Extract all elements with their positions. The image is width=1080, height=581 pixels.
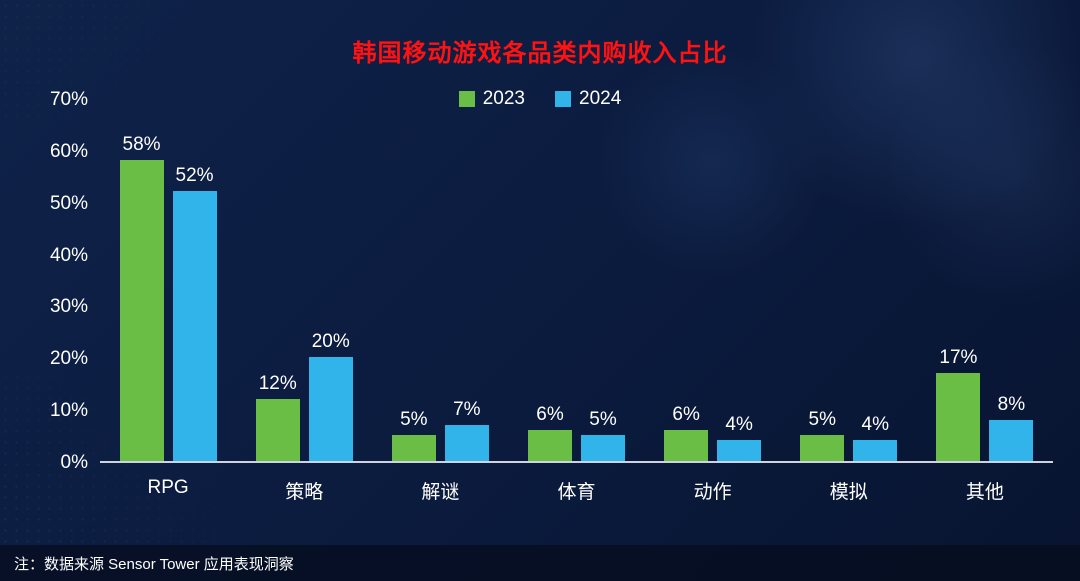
x-axis-labels: RPG 策略 解谜 体育 动作 模拟 其他	[100, 463, 1053, 504]
bar-column-2023-RPG: 58%	[119, 134, 164, 461]
bar-value-label: 17%	[939, 346, 978, 368]
bar-column-2024-解谜: 7%	[444, 398, 489, 461]
legend-swatch-2023	[458, 91, 475, 107]
bar-column-2024-体育: 5%	[580, 409, 625, 461]
bar-value-label: 52%	[175, 165, 214, 187]
bar-group-策略: 12% 20%	[236, 331, 372, 461]
chart-area: 0% 10% 20% 30% 40% 50% 60% 70% 58% 52% 12% 20% 5% 7%…	[50, 89, 1053, 504]
bar-2024-其他	[989, 419, 1034, 461]
bar-2024-策略	[308, 357, 353, 461]
source-note-bar: 注：数据来源 Sensor Tower 应用表现洞察	[0, 545, 1080, 581]
bar-column-2023-解谜: 5%	[391, 409, 436, 461]
bar-2023-其他	[936, 372, 981, 461]
x-label-模拟: 模拟	[829, 482, 868, 503]
bar-value-label: 20%	[311, 331, 350, 353]
bar-column-2024-其他: 8%	[989, 393, 1034, 461]
bar-column-2024-动作: 4%	[717, 414, 762, 461]
y-tick-40: 40%	[49, 244, 88, 266]
x-label-RPG: RPG	[147, 477, 189, 498]
bar-value-label: 8%	[997, 393, 1026, 415]
x-label-解谜: 解谜	[421, 482, 460, 503]
bar-value-label: 5%	[589, 409, 617, 431]
legend-label: 2023	[482, 88, 525, 109]
chart-title: 韩国移动游戏各品类内购收入占比	[352, 40, 728, 67]
y-tick-0: 0%	[60, 452, 88, 473]
legend-item-2024: 2024	[555, 88, 621, 110]
bar-group-体育: 6% 5%	[508, 404, 644, 461]
x-label-体育: 体育	[557, 482, 596, 503]
bar-group-其他: 17% 8%	[917, 347, 1053, 461]
y-tick-50: 50%	[49, 192, 88, 214]
legend-swatch-2024	[555, 91, 571, 107]
bar-column-2023-模拟: 5%	[800, 409, 845, 461]
bar-group-动作: 6% 4%	[645, 404, 781, 461]
y-tick-70: 70%	[49, 89, 88, 110]
bar-2024-RPG	[172, 191, 217, 461]
bar-value-label: 6%	[672, 403, 700, 425]
bar-value-label: 6%	[536, 403, 564, 425]
y-tick-20: 20%	[49, 348, 88, 370]
bar-column-2023-动作: 6%	[664, 403, 709, 461]
x-label-动作: 动作	[693, 482, 732, 503]
bar-value-label: 5%	[400, 409, 428, 431]
source-note: 注：数据来源 Sensor Tower 应用表现洞察	[14, 555, 294, 573]
bar-2023-体育	[527, 429, 572, 461]
bar-2024-动作	[717, 440, 762, 461]
bar-value-label: 58%	[122, 134, 161, 156]
bar-group-模拟: 5% 4%	[781, 409, 917, 461]
bar-2023-解谜	[391, 435, 436, 461]
bar-column-2024-RPG: 52%	[172, 165, 217, 461]
bar-2024-解谜	[444, 424, 489, 461]
y-tick-30: 30%	[49, 296, 88, 318]
y-tick-60: 60%	[49, 140, 88, 162]
bar-2024-体育	[580, 435, 625, 461]
bar-2023-策略	[255, 398, 300, 461]
chart-legend: 2023 2024	[0, 88, 1080, 110]
bar-column-2023-策略: 12%	[255, 372, 300, 461]
bar-column-2023-体育: 6%	[527, 403, 572, 461]
y-axis: 0% 10% 20% 30% 40% 50% 60% 70%	[22, 89, 88, 473]
bar-column-2024-策略: 20%	[308, 331, 353, 461]
bar-2023-动作	[664, 429, 709, 461]
x-label-其他: 其他	[965, 482, 1004, 503]
bar-group-解谜: 5% 7%	[372, 399, 508, 461]
legend-item-2023: 2023	[458, 88, 525, 110]
bar-value-label: 7%	[453, 398, 481, 420]
bar-2023-模拟	[800, 435, 845, 461]
plot-area: 58% 52% 12% 20% 5% 7% 6% 5% 6% 4% 5% 4% 17% 8%	[100, 100, 1053, 463]
bar-value-label: 5%	[808, 409, 836, 431]
x-label-策略: 策略	[285, 482, 324, 503]
bar-value-label: 12%	[258, 372, 297, 394]
bar-value-label: 4%	[725, 414, 753, 436]
bar-column-2023-其他: 17%	[936, 346, 981, 461]
y-tick-10: 10%	[49, 400, 88, 422]
bar-column-2024-模拟: 4%	[853, 414, 898, 461]
bar-2024-模拟	[853, 440, 898, 461]
legend-label: 2024	[579, 88, 622, 109]
bar-value-label: 4%	[861, 414, 889, 436]
bar-group-RPG: 58% 52%	[100, 134, 236, 461]
bar-2023-RPG	[119, 160, 164, 461]
